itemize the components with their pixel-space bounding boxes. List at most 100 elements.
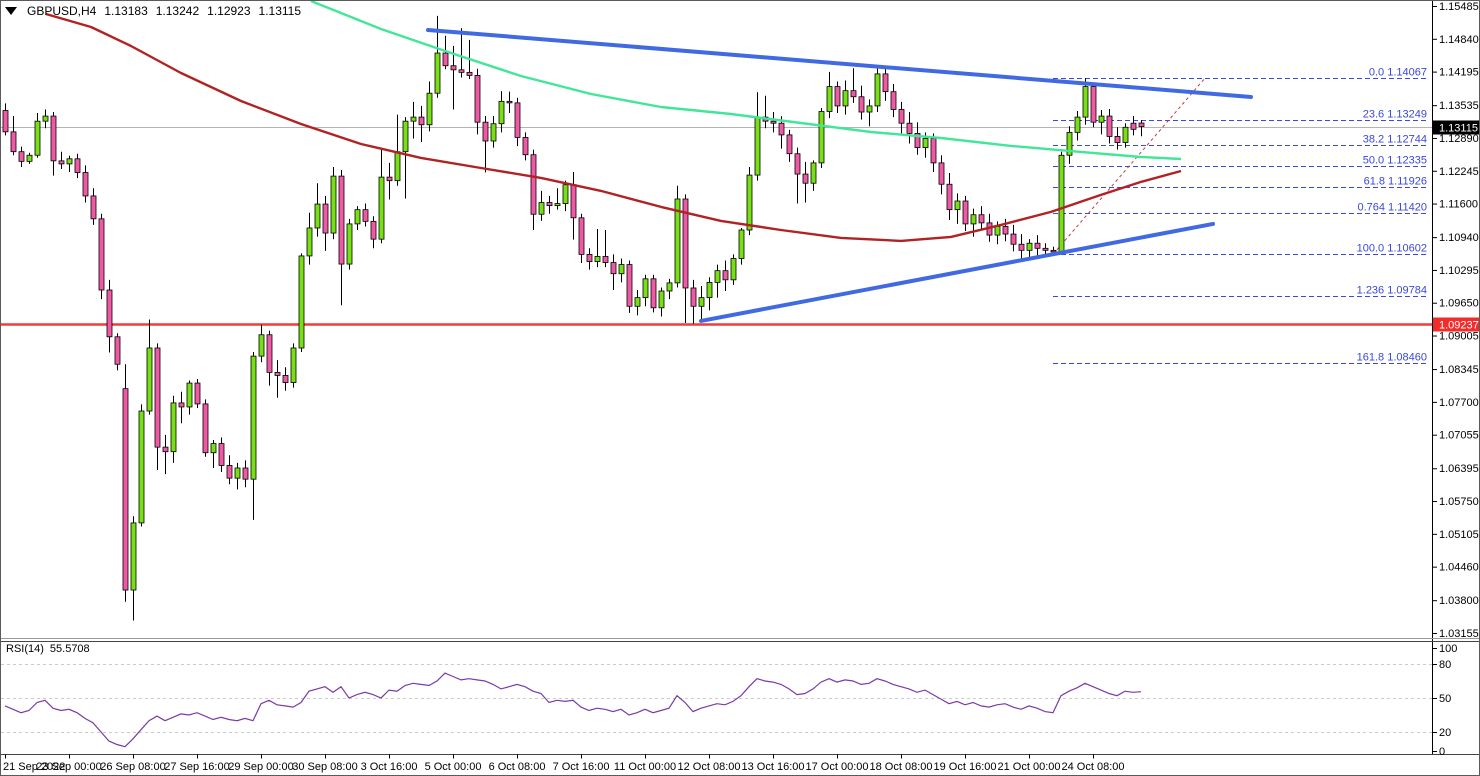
candle-body xyxy=(506,100,513,104)
fib-trend-dashed-line[interactable] xyxy=(1052,77,1206,255)
candle-body xyxy=(314,203,321,229)
price-tick-label: 1.04460 xyxy=(1439,562,1479,574)
candle-body xyxy=(730,258,737,281)
ohlc-high: 1.13242 xyxy=(155,4,200,18)
ascending-support-trendline[interactable] xyxy=(699,221,1215,323)
candle-body xyxy=(194,382,201,405)
time-tick-label: 5 Oct 00:00 xyxy=(425,761,482,773)
symbol-marker-icon xyxy=(5,7,17,15)
descending-resistance-trendline[interactable] xyxy=(426,27,1253,99)
candle-bearish xyxy=(946,173,953,220)
candle-body xyxy=(642,278,649,299)
symbol-period-label: GBPUSD,H4 xyxy=(27,4,97,18)
candle-body xyxy=(850,90,857,98)
rsi-panel[interactable]: 100 80 50 20 0 xyxy=(1,643,1457,758)
price-tick-label: 1.14195 xyxy=(1439,67,1479,79)
ohlc-low: 1.12923 xyxy=(207,4,251,18)
candle-bullish xyxy=(42,109,49,129)
candles-layer xyxy=(2,15,1145,621)
candle-body xyxy=(882,73,889,93)
candle-bearish xyxy=(1114,127,1121,150)
candle-bullish xyxy=(842,80,849,115)
support-tag-value: 1.09237 xyxy=(1439,320,1479,332)
ma-slow-red xyxy=(45,12,1182,243)
candle-body xyxy=(154,347,161,448)
fib-level-label: 0.0 1.14067 xyxy=(1369,67,1427,79)
candle-bearish xyxy=(1018,234,1025,259)
candle-body xyxy=(946,183,953,211)
candle-body xyxy=(274,371,281,376)
candle-body xyxy=(738,229,745,259)
candle-bullish xyxy=(394,114,401,186)
candle-body xyxy=(650,278,657,309)
candle-body xyxy=(1114,136,1121,143)
candle-body xyxy=(786,134,793,155)
time-tick-label: 3 Oct 16:00 xyxy=(361,761,418,773)
candle-bullish xyxy=(234,462,241,490)
candle-bullish xyxy=(826,71,833,119)
candle-body xyxy=(970,214,977,225)
candle-body xyxy=(610,262,617,275)
rsi-indicator-value: 55.5708 xyxy=(49,643,90,655)
candle-body xyxy=(498,100,505,125)
candle-body xyxy=(1130,122,1137,130)
candle-body xyxy=(322,203,329,234)
candle-body xyxy=(330,175,337,234)
fibonacci-retracement[interactable]: 0.0 1.14067 23.6 1.13249 38.2 1.12744 50.0 … xyxy=(1052,67,1429,364)
bid-tag-bg xyxy=(1433,120,1479,135)
candle-bearish xyxy=(930,133,937,173)
price-tick-label: 1.13535 xyxy=(1439,100,1479,112)
candle-bearish xyxy=(338,169,345,306)
candle-body xyxy=(690,287,697,307)
price-tick-label: 1.07055 xyxy=(1439,430,1479,442)
price-tick-label: 1.05105 xyxy=(1439,529,1479,541)
ohlc-open: 1.13183 xyxy=(104,4,148,18)
candle-body xyxy=(418,116,425,126)
candle-body xyxy=(810,162,817,184)
candle-body xyxy=(218,443,225,466)
candle-bearish xyxy=(282,367,289,391)
candle-body xyxy=(754,116,761,176)
candle-bearish xyxy=(442,35,449,70)
candle-bearish xyxy=(450,45,457,110)
candle-bullish xyxy=(146,319,153,415)
candle-body xyxy=(634,297,641,307)
candle-bullish xyxy=(354,206,361,231)
candle-body xyxy=(682,198,689,289)
candle-bullish xyxy=(818,107,825,168)
candle-body xyxy=(138,410,145,524)
candle-body xyxy=(114,336,121,365)
candle-bearish xyxy=(370,216,377,249)
candle-body xyxy=(242,467,249,480)
candle-bullish xyxy=(594,228,601,268)
price-axis[interactable]: 1.15485 1.14840 1.14195 1.13535 1.12890 1.122… xyxy=(1432,1,1479,640)
candle-bearish xyxy=(98,213,105,300)
candle-bullish xyxy=(290,343,297,388)
candle-bullish xyxy=(866,99,873,127)
price-tick-label: 1.10295 xyxy=(1439,265,1479,277)
candle-body xyxy=(722,270,729,281)
candle-body xyxy=(1122,126,1129,143)
candle-body xyxy=(906,122,913,134)
rsi-line xyxy=(4,672,1142,748)
candle-body xyxy=(602,256,609,263)
candle-bearish xyxy=(794,147,801,204)
fib-level-label: 38.2 1.12744 xyxy=(1363,134,1427,146)
candle-bearish xyxy=(74,153,81,179)
time-tick-label: 12 Oct 08:00 xyxy=(678,761,741,773)
candle-body xyxy=(658,290,665,309)
time-tick-label: 23 Sep 00:00 xyxy=(36,761,101,773)
candle-body xyxy=(90,195,97,220)
candle-bearish xyxy=(570,172,577,240)
candle-body xyxy=(922,138,929,149)
candle-bearish xyxy=(938,155,945,195)
candle-bearish xyxy=(802,161,809,203)
time-tick-label: 29 Sep 00:00 xyxy=(228,761,293,773)
candle-body xyxy=(914,132,921,149)
candle-bearish xyxy=(322,195,329,251)
candle-bearish xyxy=(626,260,633,313)
candle-bullish xyxy=(698,285,705,321)
candle-body xyxy=(1058,154,1065,253)
